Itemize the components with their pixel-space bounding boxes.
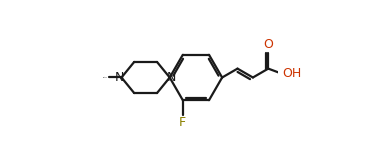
Text: N: N <box>167 71 176 84</box>
Text: OH: OH <box>282 67 302 80</box>
Text: N: N <box>115 71 124 84</box>
Text: F: F <box>179 116 186 129</box>
Text: methyl: methyl <box>103 77 108 78</box>
Text: O: O <box>263 38 273 51</box>
